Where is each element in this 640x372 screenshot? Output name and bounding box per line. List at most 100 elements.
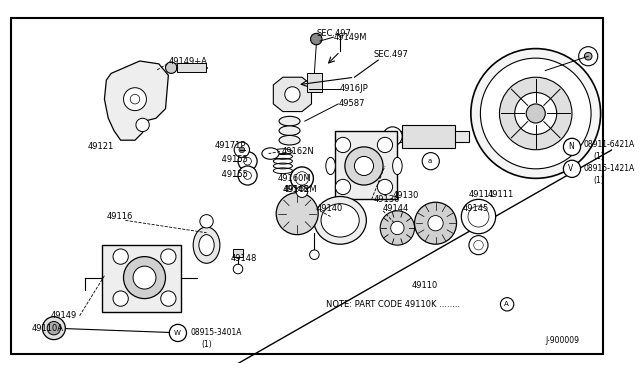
Circle shape xyxy=(310,33,322,45)
Circle shape xyxy=(499,77,572,150)
Ellipse shape xyxy=(199,235,214,256)
Ellipse shape xyxy=(326,157,335,174)
Text: 49587: 49587 xyxy=(338,99,365,109)
Bar xyxy=(307,73,322,93)
Ellipse shape xyxy=(262,148,279,159)
Circle shape xyxy=(415,202,456,244)
Text: (1): (1) xyxy=(593,176,604,185)
Circle shape xyxy=(461,199,495,234)
Circle shape xyxy=(526,104,545,123)
Circle shape xyxy=(383,127,402,146)
Circle shape xyxy=(244,172,252,179)
Text: 49110A: 49110A xyxy=(32,324,64,333)
Circle shape xyxy=(239,147,244,153)
Text: N: N xyxy=(568,142,574,151)
Circle shape xyxy=(563,160,580,177)
Text: a: a xyxy=(428,158,432,164)
Circle shape xyxy=(161,249,176,264)
Circle shape xyxy=(500,298,514,311)
Text: 4916JP: 4916JP xyxy=(340,84,369,93)
Text: 49149: 49149 xyxy=(51,311,77,320)
Circle shape xyxy=(285,87,300,102)
Circle shape xyxy=(390,221,404,235)
Text: J-900009: J-900009 xyxy=(545,336,579,345)
Ellipse shape xyxy=(321,203,359,237)
Circle shape xyxy=(422,153,439,170)
Text: 49160M: 49160M xyxy=(278,174,312,183)
Text: 49162M: 49162M xyxy=(284,185,317,194)
Ellipse shape xyxy=(314,196,366,244)
Polygon shape xyxy=(335,131,397,199)
Circle shape xyxy=(515,93,557,134)
Circle shape xyxy=(378,179,392,195)
Circle shape xyxy=(388,132,396,140)
Circle shape xyxy=(563,138,580,155)
Text: 08911-6421A: 08911-6421A xyxy=(584,141,635,150)
Circle shape xyxy=(133,266,156,289)
Text: 49162N: 49162N xyxy=(282,147,315,156)
Text: 49149M: 49149M xyxy=(333,33,367,42)
Circle shape xyxy=(345,147,383,185)
Bar xyxy=(402,125,454,148)
Text: A: A xyxy=(504,301,509,307)
Circle shape xyxy=(355,156,374,176)
Circle shape xyxy=(471,49,600,178)
Circle shape xyxy=(276,193,318,235)
Circle shape xyxy=(469,235,488,255)
Text: 49140: 49140 xyxy=(316,204,342,214)
Circle shape xyxy=(295,172,308,185)
Polygon shape xyxy=(273,77,312,112)
Ellipse shape xyxy=(372,142,394,171)
Text: (1): (1) xyxy=(593,152,604,161)
Text: 49171P: 49171P xyxy=(215,141,246,150)
Text: W: W xyxy=(173,330,180,336)
Text: 49155: 49155 xyxy=(219,155,248,164)
Circle shape xyxy=(233,264,243,274)
Circle shape xyxy=(378,137,392,153)
Ellipse shape xyxy=(392,157,402,174)
Text: 49121: 49121 xyxy=(87,142,113,151)
Text: 49116: 49116 xyxy=(106,212,132,221)
Circle shape xyxy=(161,291,176,306)
Text: SEC.497: SEC.497 xyxy=(374,50,408,59)
Text: 49148: 49148 xyxy=(230,254,257,263)
Text: 49130: 49130 xyxy=(374,195,400,204)
Circle shape xyxy=(481,58,591,169)
Circle shape xyxy=(200,215,213,228)
Circle shape xyxy=(376,150,390,163)
Text: NOTE: PART CODE 49110K ........: NOTE: PART CODE 49110K ........ xyxy=(326,300,460,309)
Circle shape xyxy=(335,137,351,153)
Text: 49145: 49145 xyxy=(462,204,488,214)
Text: 49111: 49111 xyxy=(488,190,515,199)
Circle shape xyxy=(136,118,149,132)
Text: 49155: 49155 xyxy=(219,170,248,179)
Text: 49130: 49130 xyxy=(392,191,419,200)
Circle shape xyxy=(113,291,128,306)
Circle shape xyxy=(113,249,128,264)
Circle shape xyxy=(238,152,257,171)
Circle shape xyxy=(468,206,489,227)
Text: V: V xyxy=(568,164,573,173)
Text: (1): (1) xyxy=(202,340,212,349)
Circle shape xyxy=(584,52,592,60)
Text: SEC.497: SEC.497 xyxy=(316,29,351,38)
Circle shape xyxy=(474,240,483,250)
Circle shape xyxy=(238,166,257,185)
Ellipse shape xyxy=(193,227,220,263)
Text: 08915-3401A: 08915-3401A xyxy=(190,328,242,337)
Polygon shape xyxy=(104,61,168,140)
Circle shape xyxy=(310,250,319,260)
Circle shape xyxy=(234,142,250,157)
Bar xyxy=(233,249,243,257)
Bar xyxy=(383,131,469,142)
Bar xyxy=(177,63,205,73)
Text: 49148: 49148 xyxy=(283,185,309,194)
Polygon shape xyxy=(102,245,180,312)
Text: 08915-1421A: 08915-1421A xyxy=(584,164,635,173)
Circle shape xyxy=(380,211,415,245)
Circle shape xyxy=(124,88,147,110)
Circle shape xyxy=(170,324,186,341)
Circle shape xyxy=(428,216,443,231)
Circle shape xyxy=(296,186,308,198)
Text: 49111: 49111 xyxy=(469,190,495,199)
